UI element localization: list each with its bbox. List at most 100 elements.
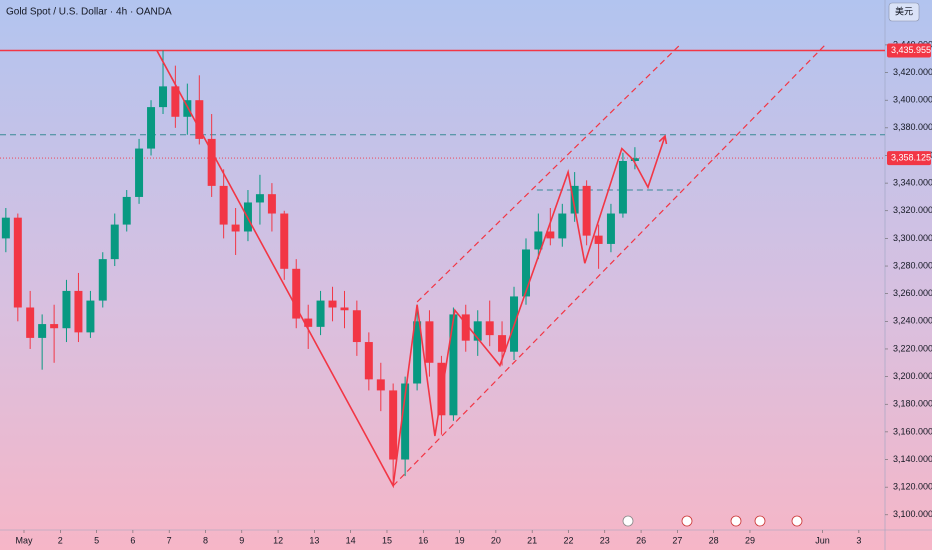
candle-body — [74, 290, 83, 333]
x-tick-label: 26 — [636, 535, 646, 545]
candle-body — [219, 185, 228, 225]
x-tick-label: 20 — [491, 535, 501, 545]
y-tick-label: 3,400.000 — [893, 95, 932, 105]
y-tick-label: 3,100.000 — [893, 509, 932, 519]
candle-body — [570, 185, 579, 214]
y-tick-label: 3,180.000 — [893, 399, 932, 409]
candle-body — [594, 235, 603, 244]
candle-body — [449, 314, 458, 416]
candle-body — [340, 307, 349, 311]
candle-body — [280, 213, 289, 269]
x-tick-label: 27 — [672, 535, 682, 545]
x-tick-label: 2 — [58, 535, 63, 545]
candle-body — [461, 314, 470, 341]
candle-body — [534, 231, 543, 250]
price-tag-label: 3,435.955 — [891, 45, 931, 55]
candle-body — [122, 196, 131, 225]
candle-body — [13, 217, 22, 308]
candle-body — [231, 224, 240, 232]
x-tick-label: 13 — [309, 535, 319, 545]
y-tick-label: 3,320.000 — [893, 205, 932, 215]
y-tick-label: 3,300.000 — [893, 233, 932, 243]
y-tick-label: 3,280.000 — [893, 260, 932, 270]
zigzag-line — [156, 50, 634, 489]
candle-body — [255, 194, 264, 203]
candle-body — [437, 362, 446, 416]
x-tick-label: 5 — [94, 535, 99, 545]
candle-body — [38, 324, 47, 338]
y-tick-label: 3,120.000 — [893, 482, 932, 492]
event-icon[interactable] — [730, 515, 742, 527]
candle-body — [292, 268, 301, 319]
candle-body — [376, 379, 385, 391]
event-icon[interactable] — [681, 515, 693, 527]
candle-body — [522, 249, 530, 297]
event-icon[interactable] — [791, 515, 803, 527]
candle-body — [62, 290, 71, 329]
x-tick-label: 21 — [527, 535, 537, 545]
candle-body — [630, 158, 639, 162]
candle-body — [352, 310, 361, 343]
arrow-head — [658, 134, 668, 145]
candle-body — [485, 321, 494, 336]
x-tick-label: 28 — [709, 535, 719, 545]
x-tick-label: 15 — [382, 535, 392, 545]
candle-body — [498, 335, 507, 352]
x-tick-label: 12 — [273, 535, 283, 545]
y-tick-label: 3,380.000 — [893, 122, 932, 132]
candle-body — [328, 300, 337, 308]
candle-body — [473, 321, 482, 341]
chart-title: Gold Spot / U.S. Dollar · 4h · OANDA — [6, 7, 172, 18]
x-tick-label: May — [15, 535, 33, 545]
price-tag — [887, 151, 931, 166]
candle-body — [546, 231, 555, 239]
x-tick-label: 9 — [239, 535, 244, 545]
event-icon[interactable] — [622, 515, 634, 527]
x-tick-label: 19 — [455, 535, 465, 545]
channel-line — [392, 44, 826, 487]
candle-body — [364, 342, 373, 380]
candle-body — [401, 383, 410, 460]
candle-body — [558, 213, 567, 239]
candle-body — [183, 100, 192, 117]
candle-body — [618, 161, 627, 214]
channel-line — [416, 44, 681, 303]
candle-body — [26, 307, 35, 338]
candle-body — [135, 148, 144, 197]
currency-label[interactable]: 美元 — [895, 5, 913, 16]
candle-body — [413, 321, 422, 384]
y-tick-label: 3,220.000 — [893, 343, 932, 353]
x-tick-label: 8 — [203, 535, 208, 545]
candle-body — [50, 324, 59, 329]
projection-line — [632, 135, 666, 190]
x-tick-label: 14 — [346, 535, 356, 545]
y-tick-label: 3,160.000 — [893, 426, 932, 436]
candle-body — [110, 224, 119, 260]
x-tick-label: 23 — [600, 535, 610, 545]
candle-body — [316, 300, 325, 327]
candle-body — [389, 390, 398, 460]
candle-body — [606, 213, 615, 244]
x-tick-label: 7 — [167, 535, 172, 545]
y-tick-label: 3,140.000 — [893, 454, 932, 464]
y-tick-label: 3,340.000 — [893, 177, 932, 187]
candle-body — [207, 138, 216, 186]
x-tick-label: 3 — [856, 535, 861, 545]
x-tick-label: 22 — [563, 535, 573, 545]
candle-body — [159, 86, 168, 108]
price-tag — [887, 43, 931, 58]
candle-body — [304, 318, 313, 327]
y-tick-label: 3,420.000 — [893, 67, 932, 77]
x-tick-label: 16 — [418, 535, 428, 545]
candle-body — [98, 259, 107, 301]
x-tick-label: 6 — [130, 535, 135, 545]
currency-button[interactable] — [888, 2, 920, 22]
candle-body — [171, 86, 180, 117]
candle-body — [86, 300, 95, 333]
price-tag-label: 3,358.125 — [891, 152, 931, 162]
event-icon[interactable] — [754, 515, 766, 527]
y-tick-label: 3,240.000 — [893, 316, 932, 326]
y-tick-label: 3,200.000 — [893, 371, 932, 381]
